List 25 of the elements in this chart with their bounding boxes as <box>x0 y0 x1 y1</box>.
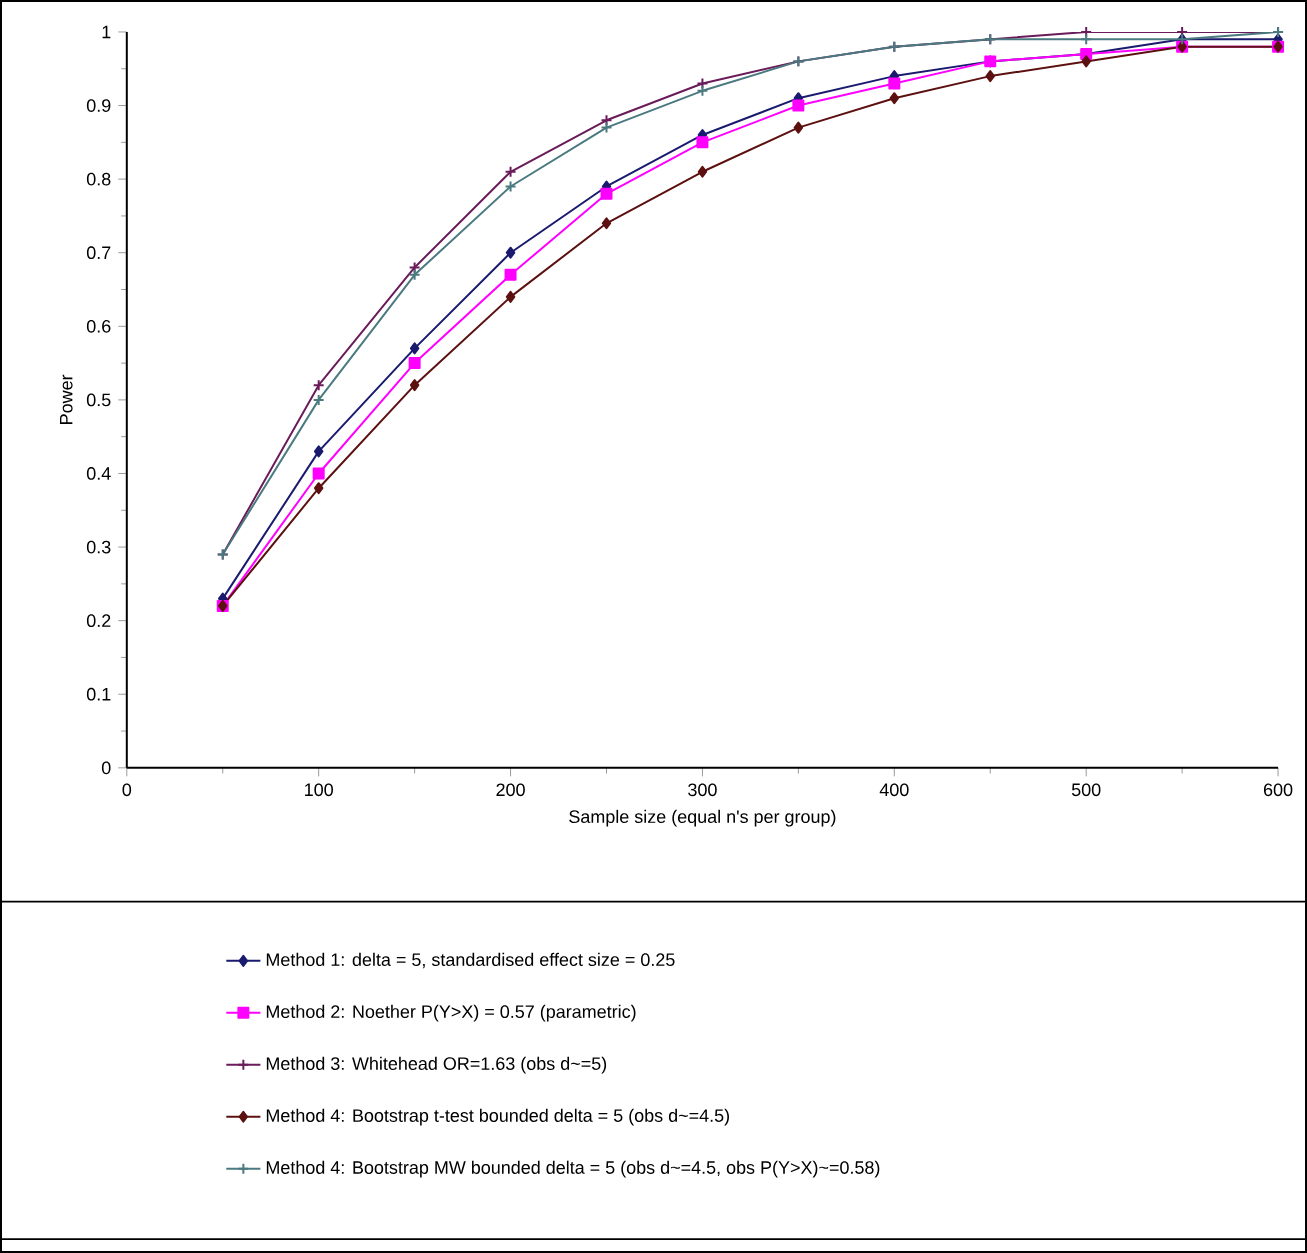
y-axis-title: Power <box>59 374 73 424</box>
y-tick-label: 0.9 <box>86 99 111 112</box>
x-tick-label: 100 <box>305 783 333 797</box>
x-tick-label: 200 <box>496 783 525 797</box>
x-axis-title: Sample size (equal n's per group) <box>569 809 836 827</box>
legend-label: Method 4: Bootstrap MW bounded delta = 5 (obs d~=4.5, obs P(Y>X)~=0.58) <box>266 1160 880 1178</box>
y-tick-label: 1 <box>102 25 111 39</box>
x-tick-label: 300 <box>688 783 717 797</box>
y-tick-label: 0.4 <box>86 467 111 480</box>
y-tick-label: 0 <box>101 761 111 775</box>
legend-label: Method 1: delta = 5, standardised effect size = 0.25 <box>266 952 675 969</box>
x-tick-label: 500 <box>1071 783 1101 797</box>
legend-label: Method 2: Noether P(Y>X) = 0.57 (parametric) <box>266 1004 636 1022</box>
y-tick-label: 0.6 <box>86 319 111 333</box>
legend-label: Method 3: Whitehead OR=1.63 (obs d~=5) <box>266 1056 607 1074</box>
y-tick-label: 0.7 <box>86 246 111 260</box>
x-tick-label: 600 <box>1263 783 1293 797</box>
y-tick-label: 0.1 <box>86 687 111 701</box>
legend-label: Method 4: Bootstrap t-test bounded delta = 5 (obs d~=4.5) <box>266 1108 729 1126</box>
y-tick-label: 0.8 <box>86 172 111 186</box>
y-tick-label: 0.3 <box>86 540 111 554</box>
x-tick-label: 400 <box>879 783 909 797</box>
y-tick-label: 0.5 <box>86 393 111 407</box>
y-tick-label: 0.2 <box>86 614 111 627</box>
x-tick-label: 0 <box>122 783 132 797</box>
